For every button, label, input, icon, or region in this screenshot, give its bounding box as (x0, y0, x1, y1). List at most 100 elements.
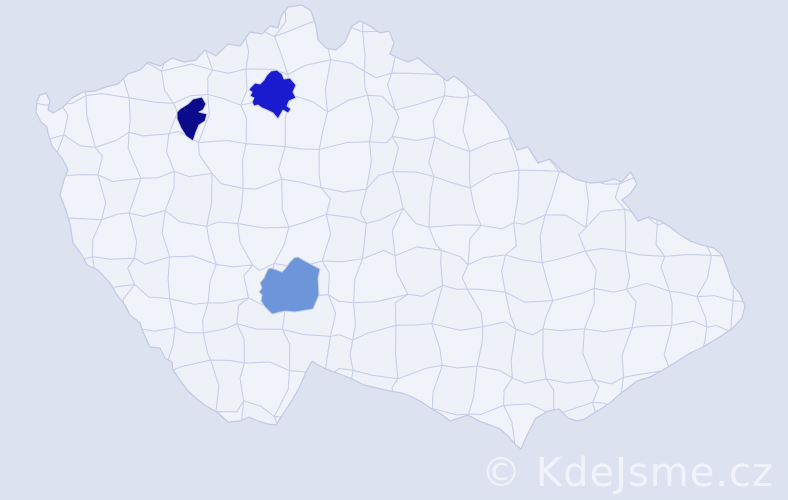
district-cell (392, 397, 434, 449)
district-cell (501, 5, 550, 35)
district-cell (615, 5, 671, 34)
district-cell (126, 393, 174, 449)
district-cell (663, 63, 700, 108)
district-cell (349, 397, 402, 449)
district-cell (692, 64, 734, 114)
district-cell (48, 365, 108, 414)
district-cell (48, 174, 107, 221)
district-cell (36, 134, 65, 184)
district-cell (97, 445, 142, 449)
highlight-district-blue (248, 69, 297, 120)
district-cell (619, 369, 675, 416)
district-cell (731, 216, 745, 256)
district-cell (617, 137, 665, 185)
district-cell (692, 97, 745, 154)
district-cell (98, 325, 135, 377)
district-cell (592, 401, 627, 449)
district-cell (315, 404, 360, 449)
district-cell (545, 63, 595, 107)
district-cell (198, 5, 248, 34)
district-cell (704, 437, 738, 449)
district-cell (624, 440, 670, 449)
district-cell (695, 28, 736, 75)
district-cell (427, 408, 472, 449)
district-cell (469, 452, 516, 491)
district-cell (162, 359, 220, 413)
district-cell (36, 360, 53, 414)
district-cell (731, 397, 745, 449)
district-cell (732, 5, 745, 36)
district-cell (387, 5, 437, 28)
district-cell (60, 283, 103, 342)
district-cell (618, 63, 674, 110)
district-cell (622, 405, 675, 449)
district-cell (427, 23, 472, 76)
district-cell (580, 17, 620, 76)
district-cell (730, 326, 745, 376)
district-cell (654, 138, 710, 191)
district-cell (313, 442, 360, 449)
district-cell (247, 435, 294, 449)
district-cell (36, 397, 50, 449)
district-cell (662, 5, 709, 36)
district-cell (171, 5, 201, 35)
district-cell (318, 141, 372, 193)
district-cell (737, 150, 745, 187)
district-cell (578, 68, 628, 106)
district-cell (391, 135, 436, 178)
district-cell (81, 5, 140, 32)
district-cell (694, 144, 745, 189)
district-cell (663, 31, 705, 75)
district-cell (464, 5, 513, 32)
district-cell (730, 365, 745, 405)
district-cell (350, 441, 398, 449)
district-cell (442, 66, 472, 99)
highlight-district-navy (176, 96, 208, 142)
district-cell (36, 56, 62, 106)
district-cell (542, 17, 595, 74)
district-cell (36, 336, 64, 367)
district-cell (97, 399, 139, 449)
district-cell (47, 448, 106, 449)
district-cell (705, 396, 742, 449)
district-cell (731, 170, 745, 224)
district-cell (729, 95, 745, 154)
country-outline (35, 4, 746, 450)
district-cell (655, 181, 702, 226)
district-cell (165, 450, 218, 483)
district-cell (137, 445, 176, 449)
district-cell (732, 27, 745, 76)
district-cell (728, 64, 745, 114)
district-cell (315, 5, 365, 33)
district-cell (730, 298, 745, 333)
district-cell (578, 93, 624, 150)
district-cell (731, 437, 745, 449)
district-cell (9, 452, 60, 491)
district-cell (273, 415, 318, 449)
district-cell (425, 5, 479, 28)
district-cell (697, 363, 742, 405)
district-cell (391, 22, 444, 76)
district-cell (285, 442, 321, 449)
district-cell (202, 435, 258, 449)
district-cell (462, 26, 513, 68)
district-cell (505, 29, 547, 65)
district-cell (36, 283, 64, 343)
district-mesh (9, 5, 745, 491)
district-cell (36, 5, 57, 36)
district-cell (663, 320, 708, 371)
district-cell (36, 247, 65, 291)
district-cell (85, 21, 128, 75)
district-cell (124, 325, 176, 378)
district-cell (511, 440, 554, 449)
district-cell (586, 439, 627, 449)
district-cell (661, 440, 707, 449)
district-cell (126, 366, 174, 404)
district-cell (542, 94, 590, 145)
highlight-district-cornflower (258, 256, 321, 315)
district-cell (698, 5, 741, 36)
district-cell (53, 30, 96, 79)
district-cell (49, 333, 103, 377)
district-cell (99, 366, 135, 406)
